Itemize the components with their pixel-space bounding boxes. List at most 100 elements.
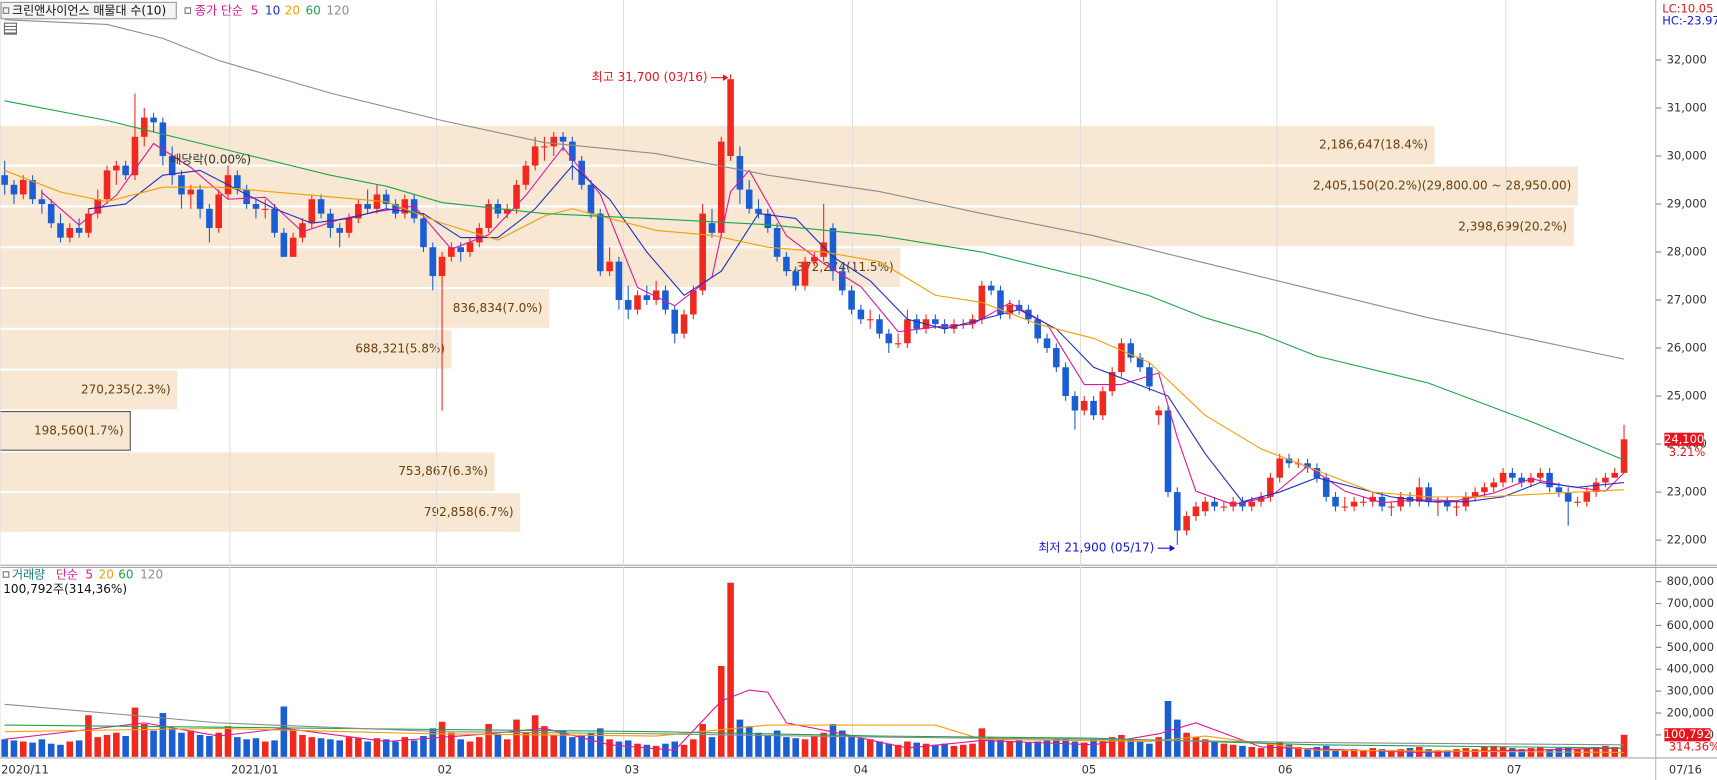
volume-bar [494, 734, 502, 757]
candle-body [1388, 506, 1395, 508]
volume-bar [1015, 740, 1023, 757]
volume-bar [1602, 745, 1609, 757]
volume-bar [122, 736, 129, 757]
candle-body [997, 290, 1004, 315]
volume-bar [215, 732, 222, 757]
candle-body [1378, 496, 1386, 507]
price-change-label: 3.21% [1669, 445, 1706, 459]
volume-bar [103, 734, 111, 757]
legend-entry: 60 [118, 568, 133, 582]
candle-body [1006, 304, 1014, 315]
volume-bar [615, 741, 623, 757]
volume-bar [289, 730, 297, 757]
volume-profile-label: 270,235(2.3%) [81, 383, 171, 397]
volume-readout: 100,792주(314,36%) [3, 582, 127, 596]
volume-bar [1276, 741, 1283, 757]
volume-bar [224, 726, 232, 757]
ma-line [4, 724, 1625, 754]
volume-bar [708, 737, 716, 757]
candle-body [457, 247, 464, 253]
y-tick-label: 28,000 [1667, 245, 1707, 259]
candle-body [1, 175, 8, 185]
volume-bar [1546, 749, 1553, 757]
volume-bar [1025, 742, 1032, 757]
volume-bar [308, 737, 316, 757]
volume-bar [1211, 741, 1218, 757]
volume-bar [1434, 750, 1442, 757]
candle-body [1127, 343, 1135, 358]
candle-body [113, 165, 120, 171]
volume-bar [755, 732, 762, 757]
volume-bar [997, 739, 1004, 757]
volume-bar [857, 738, 865, 757]
volume-bar [950, 745, 958, 757]
volume-bar [243, 739, 250, 757]
volume-bar [382, 739, 390, 757]
ma-line [4, 100, 1625, 461]
volume-bar [792, 738, 800, 757]
volume-bar [885, 743, 893, 757]
candle-body [382, 194, 390, 205]
ma-line [4, 689, 1625, 754]
candle-body [1099, 391, 1107, 416]
candle-body [1015, 304, 1023, 310]
candle-body [103, 170, 111, 200]
volume-bar [355, 738, 362, 757]
candle-body [1509, 472, 1516, 478]
volume-profile-bar [0, 289, 550, 328]
volume-bar [420, 736, 427, 757]
volume-profile-bar [0, 411, 131, 451]
candle-body [587, 184, 595, 214]
candle-body [894, 343, 902, 345]
candle-body [355, 204, 362, 219]
volume-bar [1006, 741, 1014, 757]
y-tick-label: 32,000 [1667, 52, 1707, 66]
volume-profile-label: 2,405,150(20.2%)(29,800.00 ~ 28,950.00) [1313, 179, 1571, 193]
volume-bar [838, 730, 846, 757]
candle-body [866, 319, 874, 321]
candle-body [1322, 477, 1330, 497]
x-tick-label: 2020/11 [1, 762, 49, 776]
volume-bar [829, 723, 837, 757]
candle-body [1053, 348, 1060, 368]
candle-body [206, 208, 213, 229]
price-tag [1664, 432, 1704, 446]
candle-body [1611, 472, 1619, 478]
volume-legend-title: 단순 [56, 568, 78, 582]
volume-bar [1229, 744, 1237, 757]
y-tick-label: 31,000 [1667, 100, 1707, 114]
volume-bar [159, 713, 167, 757]
candle-body [708, 223, 716, 233]
volume-tag-label: 100,792 [1664, 727, 1712, 741]
volume-bar [252, 738, 260, 757]
volume-bar [1509, 748, 1516, 757]
y-tick-label: 27,000 [1667, 293, 1707, 307]
volume-profile-bar [0, 166, 1578, 206]
candle-body [913, 319, 921, 329]
candle-body [131, 136, 139, 176]
candle-body [1360, 501, 1367, 503]
candle-body [261, 208, 269, 210]
volume-bar [680, 744, 688, 757]
candle-body [1574, 501, 1581, 503]
candle-body [597, 213, 604, 272]
volume-bar [234, 737, 241, 757]
volume-bar [1183, 732, 1190, 757]
volume-bar [690, 739, 697, 757]
candle-body [578, 160, 585, 185]
volume-bar [1518, 749, 1525, 757]
volume-bar [1341, 750, 1349, 757]
volume-bar [764, 734, 772, 757]
candle-body [38, 199, 46, 205]
volume-bar [1471, 749, 1479, 757]
legend-entry: 10 [265, 4, 280, 18]
candle-body [541, 146, 548, 148]
volume-bar [168, 728, 176, 757]
volume-bar [848, 734, 855, 757]
volume-bar [559, 730, 567, 757]
y-tick-label: 23,000 [1667, 485, 1707, 499]
candle-body [876, 319, 883, 334]
volume-bar [19, 741, 27, 757]
volume-bar [513, 719, 520, 757]
candle-body [1583, 492, 1591, 502]
